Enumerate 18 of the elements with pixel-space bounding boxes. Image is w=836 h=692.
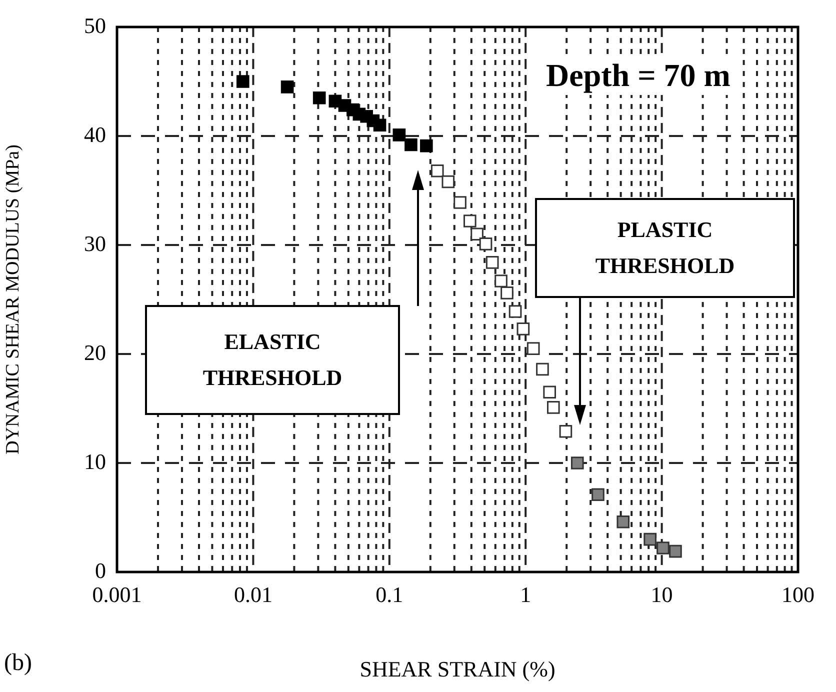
x-tick-label: 0.001 xyxy=(92,582,142,607)
x-tick-label: 1 xyxy=(520,582,532,607)
x-tick-label: 10 xyxy=(650,582,673,607)
text-box: PLASTIC THRESHOLD xyxy=(535,198,795,298)
x-axis-title: SHEAR STRAIN (%) xyxy=(360,656,556,682)
y-tick-label: 50 xyxy=(84,12,106,38)
y-tick-label: 10 xyxy=(84,448,106,474)
y-tick-label: 0 xyxy=(95,558,106,583)
text: (b) xyxy=(4,650,32,677)
annotation: Depth = 70 m xyxy=(540,55,736,95)
y-tick-label: 20 xyxy=(84,340,106,365)
x-tick-label: 100 xyxy=(782,582,814,607)
y-axis-title: DYNAMIC SHEAR MODULUS (MPa) xyxy=(2,144,24,454)
x-tick-label: 0.01 xyxy=(234,582,272,607)
y-tick-label: 40 xyxy=(84,122,106,147)
y-tick-label: 30 xyxy=(84,230,106,256)
x-tick-label: 0.1 xyxy=(376,582,404,607)
text-box: ELASTIC THRESHOLD xyxy=(145,305,400,415)
